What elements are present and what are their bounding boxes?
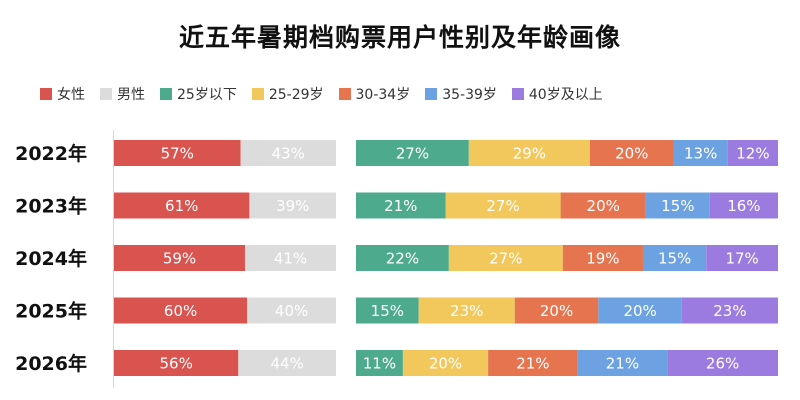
category-label: 2025年 — [15, 300, 87, 323]
data-label: 15% — [658, 250, 691, 268]
legend-swatch — [160, 88, 172, 100]
data-label: 15% — [371, 302, 404, 320]
data-label: 44% — [270, 355, 303, 373]
legend-swatch — [100, 88, 112, 100]
bar-segment — [114, 192, 250, 219]
data-label: 19% — [586, 250, 619, 268]
legend-label: 女性 — [57, 87, 85, 103]
data-label: 23% — [713, 302, 746, 320]
bar-segment — [240, 140, 336, 166]
bar-segment — [598, 297, 682, 324]
bar-segment — [514, 297, 599, 324]
bar-segment — [249, 192, 336, 219]
bar-segment — [114, 245, 245, 271]
bar-segment — [356, 350, 403, 376]
data-label: 11% — [363, 355, 396, 373]
data-label: 57% — [161, 145, 194, 163]
data-label: 20% — [587, 197, 620, 215]
legend-label: 30-34岁 — [355, 87, 411, 103]
legend-label: 男性 — [117, 87, 145, 103]
bar-segment — [356, 140, 469, 166]
data-label: 22% — [386, 250, 419, 268]
bar-segment — [709, 192, 778, 219]
data-label: 43% — [272, 145, 305, 163]
bar-segment — [645, 192, 710, 219]
legend-item: 25-29岁 — [251, 84, 324, 104]
bar-segment — [244, 245, 336, 271]
bar-segment — [114, 350, 239, 376]
data-label: 40% — [275, 302, 308, 320]
data-label: 20% — [429, 355, 462, 373]
data-label: 16% — [727, 197, 760, 215]
legend-item: 女性 — [40, 84, 85, 104]
bar-segment — [418, 297, 515, 324]
data-label: 20% — [540, 302, 573, 320]
data-label: 56% — [159, 355, 192, 373]
data-label: 27% — [489, 250, 522, 268]
bar-segment — [577, 350, 668, 376]
data-label: 41% — [274, 250, 307, 268]
category-label: 2024年 — [15, 247, 87, 270]
data-label: 26% — [706, 355, 739, 373]
legend-swatch — [511, 88, 524, 100]
legend-item: 25岁以下 — [160, 84, 237, 104]
bar-segment — [560, 192, 646, 219]
bar-segment — [238, 350, 336, 376]
legend-item: 男性 — [100, 84, 145, 104]
bar-segment — [114, 297, 248, 324]
bar-segment — [356, 245, 449, 271]
chart-title: 近五年暑期档购票用户性别及年龄画像 — [178, 23, 621, 52]
data-label: 23% — [450, 302, 483, 320]
bar-segment — [445, 192, 561, 219]
data-label: 13% — [684, 145, 717, 163]
legend-swatch — [425, 88, 438, 100]
legend-label: 25-29岁 — [268, 87, 324, 103]
bar-segment — [562, 245, 643, 271]
bar-segment — [356, 192, 446, 219]
data-label: 61% — [165, 197, 198, 215]
legend-swatch — [338, 88, 351, 100]
bar-segment — [468, 140, 590, 166]
category-label: 2026年 — [15, 352, 87, 375]
data-label: 21% — [606, 355, 639, 373]
data-label: 39% — [276, 197, 309, 215]
legend-item: 35-39岁 — [425, 84, 497, 104]
data-label: 21% — [384, 197, 417, 215]
legend-item: 30-34岁 — [338, 84, 411, 104]
legend-item: 40岁及以上 — [511, 84, 603, 104]
data-label: 20% — [615, 145, 648, 163]
legend-label: 40岁及以上 — [528, 87, 603, 103]
data-label: 15% — [661, 197, 694, 215]
data-label: 27% — [486, 197, 519, 215]
category-label: 2022年 — [15, 142, 87, 165]
bar-segment — [681, 297, 778, 324]
bar-segment — [402, 350, 489, 376]
data-label: 21% — [516, 355, 549, 373]
bar-segment — [673, 140, 728, 166]
bar-segment — [727, 140, 778, 166]
bar-segment — [488, 350, 578, 376]
legend-label: 35-39岁 — [442, 87, 497, 103]
bar-segment — [642, 245, 707, 271]
bar-segment — [114, 140, 241, 166]
data-label: 27% — [396, 145, 429, 163]
bar-segment — [706, 245, 778, 271]
data-label: 60% — [164, 302, 197, 320]
bar-segment — [448, 245, 563, 271]
bar-segment — [356, 297, 419, 324]
legend: 女性 男性 25岁以下 25-29岁 30-34岁 35-39岁 40岁及以上 — [40, 84, 618, 104]
category-label: 2023年 — [15, 195, 87, 218]
data-label: 12% — [736, 145, 769, 163]
data-label: 29% — [513, 145, 546, 163]
data-label: 17% — [725, 250, 758, 268]
bar-segment — [247, 297, 336, 324]
bar-segment — [589, 140, 674, 166]
legend-label: 25岁以下 — [177, 87, 237, 103]
bar-segment — [667, 350, 778, 376]
data-label: 20% — [623, 302, 656, 320]
data-label: 59% — [163, 250, 196, 268]
legend-swatch — [251, 88, 264, 100]
legend-swatch — [40, 88, 52, 100]
